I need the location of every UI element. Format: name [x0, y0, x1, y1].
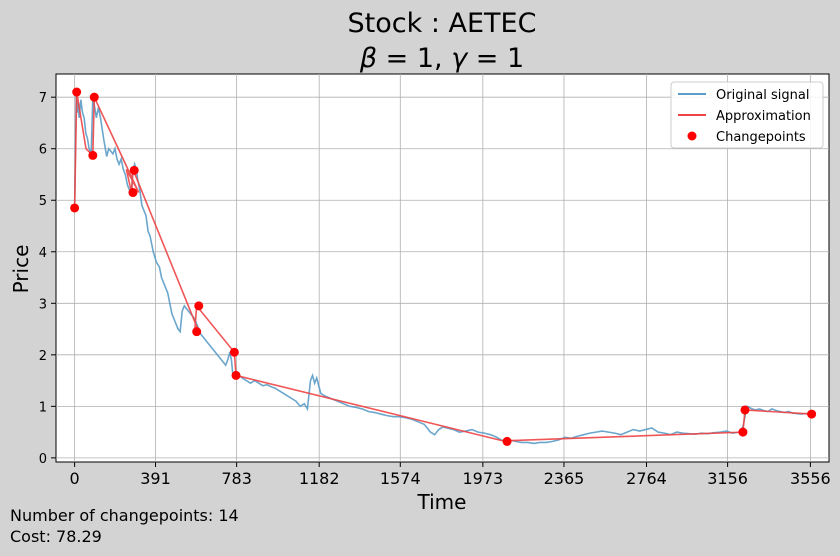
chart-subtitle-parameters: β = 1, γ = 1: [359, 43, 524, 74]
changepoint-marker: [807, 409, 817, 419]
legend-changepoints-label: Changepoints: [716, 130, 806, 145]
y-tick-label: 4: [39, 246, 47, 261]
x-tick-label: 1574: [380, 469, 421, 488]
changepoint-marker: [738, 427, 748, 437]
changepoint-marker: [502, 436, 512, 446]
x-tick-label: 3156: [707, 469, 748, 488]
x-tick-label: 3556: [790, 469, 831, 488]
changepoint-marker: [89, 92, 99, 102]
legend-box: [670, 81, 824, 149]
changepoint-marker: [72, 87, 82, 97]
changepoint-marker: [194, 301, 204, 311]
separator: ,: [434, 43, 451, 74]
changepoint-marker: [128, 188, 138, 198]
legend-approximation-label: Approximation: [716, 109, 811, 124]
legend-changepoints-marker: [687, 131, 697, 141]
y-tick-label: 2: [39, 349, 47, 364]
x-tick-label: 2365: [544, 469, 585, 488]
y-axis-label: Price: [9, 245, 33, 294]
x-axis-label: Time: [417, 490, 467, 514]
equals-sign: =: [377, 43, 417, 74]
changepoint-marker: [192, 327, 202, 337]
beta-value: 1: [417, 43, 434, 74]
changepoint-marker: [129, 165, 139, 175]
legend-signal-label: Original signal: [716, 88, 809, 103]
y-tick-label: 7: [39, 91, 47, 106]
equals-sign: =: [467, 43, 507, 74]
y-tick-label: 0: [39, 452, 47, 467]
x-tick-label: 1973: [462, 469, 503, 488]
y-tick-label: 1: [39, 400, 47, 415]
x-tick-label: 391: [140, 469, 171, 488]
changepoint-marker: [740, 405, 750, 415]
gamma-symbol: γ: [451, 43, 469, 74]
x-tick-label: 0: [70, 469, 80, 488]
x-tick-label: 783: [221, 469, 252, 488]
axis-ticks: 0 391 783 1182 1574 1973 2365 2764 3156 3556 0 1 2 3 4…: [39, 91, 831, 488]
grid-lines: [56, 74, 829, 462]
chart-title: Stock : AETEC: [348, 8, 537, 39]
changepoints-layer: [70, 87, 817, 446]
changepoint-marker: [229, 347, 239, 357]
y-tick-label: 6: [39, 143, 47, 158]
y-tick-label: 5: [39, 194, 47, 209]
changepoint-marker: [88, 150, 98, 160]
x-tick-label: 2764: [626, 469, 667, 488]
x-tick-label: 1182: [299, 469, 340, 488]
y-tick-label: 3: [39, 297, 47, 312]
gamma-value: 1: [507, 43, 524, 74]
changepoints-count-text: Number of changepoints: 14: [10, 506, 239, 525]
changepoint-marker: [231, 370, 241, 380]
cost-text: Cost: 78.29: [10, 527, 102, 546]
beta-symbol: β: [359, 43, 377, 74]
legend: Original signal Approximation Changepoin…: [670, 81, 824, 149]
changepoint-marker: [70, 203, 80, 213]
